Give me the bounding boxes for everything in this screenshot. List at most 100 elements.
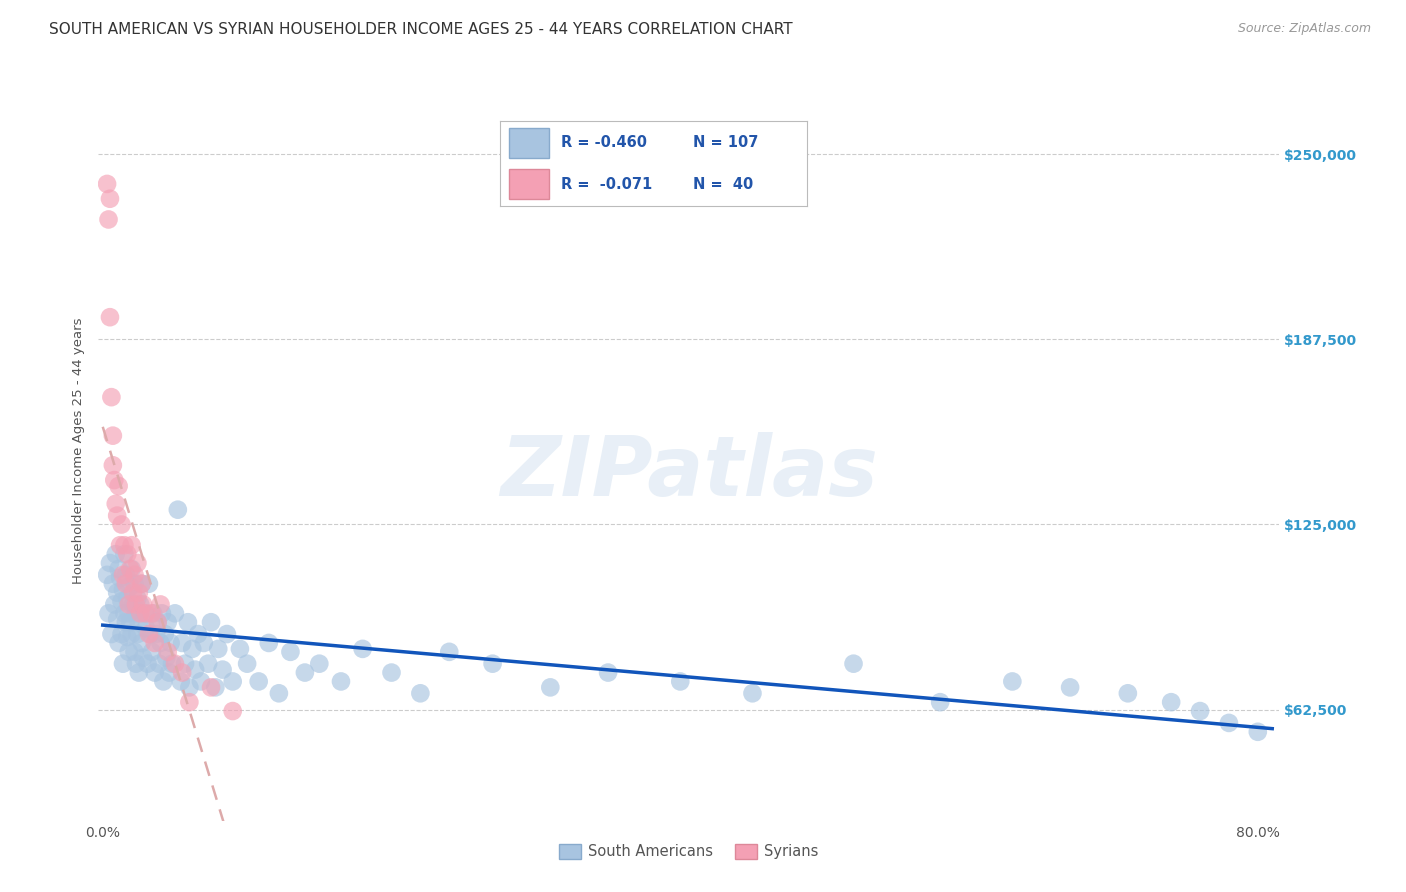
Point bbox=[177, 615, 200, 630]
Point bbox=[159, 636, 181, 650]
Point bbox=[115, 576, 138, 591]
Point bbox=[101, 458, 124, 473]
Point bbox=[103, 473, 125, 487]
Point bbox=[139, 627, 162, 641]
Point bbox=[111, 582, 134, 597]
Point bbox=[96, 567, 118, 582]
Point bbox=[257, 636, 280, 650]
Point bbox=[105, 585, 128, 599]
Point bbox=[131, 576, 153, 591]
Point bbox=[193, 636, 215, 650]
Point bbox=[280, 645, 302, 659]
Point bbox=[294, 665, 316, 680]
Point bbox=[129, 607, 152, 621]
Legend: South Americans, Syrians: South Americans, Syrians bbox=[554, 838, 824, 865]
Point bbox=[145, 627, 167, 641]
Point bbox=[107, 636, 129, 650]
Point bbox=[135, 621, 157, 635]
Point bbox=[141, 645, 163, 659]
Point bbox=[122, 585, 145, 599]
Point bbox=[741, 686, 763, 700]
Point bbox=[247, 674, 270, 689]
Point bbox=[156, 645, 179, 659]
Point bbox=[121, 538, 143, 552]
Point bbox=[204, 681, 226, 695]
Point bbox=[181, 641, 204, 656]
Point bbox=[117, 591, 139, 606]
Point bbox=[179, 695, 201, 709]
Point bbox=[134, 607, 156, 621]
Point bbox=[127, 627, 149, 641]
Point bbox=[96, 177, 118, 191]
Point bbox=[149, 598, 172, 612]
Point bbox=[197, 657, 219, 671]
Point bbox=[107, 479, 129, 493]
Point bbox=[120, 580, 142, 594]
Point bbox=[110, 627, 132, 641]
Point bbox=[215, 627, 238, 641]
Point bbox=[236, 657, 259, 671]
Point bbox=[174, 657, 197, 671]
Point bbox=[1218, 715, 1240, 730]
Point bbox=[596, 665, 619, 680]
Point bbox=[172, 665, 194, 680]
Point bbox=[105, 508, 128, 523]
Point bbox=[112, 538, 135, 552]
Point bbox=[155, 650, 177, 665]
Point bbox=[187, 627, 209, 641]
Point bbox=[1001, 674, 1024, 689]
Point bbox=[1160, 695, 1182, 709]
Point bbox=[111, 567, 134, 582]
Point bbox=[222, 704, 245, 718]
Point bbox=[669, 674, 692, 689]
Point bbox=[110, 517, 132, 532]
Point bbox=[138, 627, 160, 641]
Point bbox=[100, 627, 122, 641]
Point bbox=[229, 641, 252, 656]
Point bbox=[135, 607, 157, 621]
Point bbox=[101, 428, 124, 442]
Point bbox=[138, 576, 160, 591]
Point bbox=[128, 585, 150, 599]
Point bbox=[127, 556, 149, 570]
Point bbox=[267, 686, 290, 700]
Point bbox=[929, 695, 952, 709]
Point bbox=[131, 576, 153, 591]
Point bbox=[439, 645, 461, 659]
Point bbox=[118, 607, 141, 621]
Point bbox=[179, 681, 201, 695]
Point bbox=[380, 665, 402, 680]
Point bbox=[352, 641, 374, 656]
Point bbox=[117, 547, 139, 561]
Point bbox=[108, 571, 131, 585]
Point bbox=[103, 598, 125, 612]
Point bbox=[1059, 681, 1081, 695]
Point bbox=[118, 598, 141, 612]
Point bbox=[129, 598, 152, 612]
Point bbox=[842, 657, 865, 671]
Point bbox=[200, 681, 222, 695]
Point bbox=[160, 657, 183, 671]
Point bbox=[172, 636, 194, 650]
Point bbox=[125, 607, 148, 621]
Point bbox=[111, 657, 134, 671]
Point bbox=[131, 636, 153, 650]
Point bbox=[166, 502, 188, 516]
Point bbox=[150, 607, 173, 621]
Point bbox=[97, 607, 120, 621]
Point bbox=[124, 567, 146, 582]
Point bbox=[141, 607, 163, 621]
Point bbox=[146, 615, 169, 630]
Text: Source: ZipAtlas.com: Source: ZipAtlas.com bbox=[1237, 22, 1371, 36]
Point bbox=[112, 547, 135, 561]
Point bbox=[136, 657, 159, 671]
Point bbox=[148, 657, 170, 671]
Point bbox=[125, 657, 148, 671]
Y-axis label: Householder Income Ages 25 - 44 years: Householder Income Ages 25 - 44 years bbox=[72, 318, 84, 583]
Point bbox=[211, 663, 233, 677]
Point bbox=[481, 657, 503, 671]
Point bbox=[157, 665, 180, 680]
Point bbox=[132, 650, 155, 665]
Point bbox=[121, 627, 143, 641]
Point bbox=[190, 674, 212, 689]
